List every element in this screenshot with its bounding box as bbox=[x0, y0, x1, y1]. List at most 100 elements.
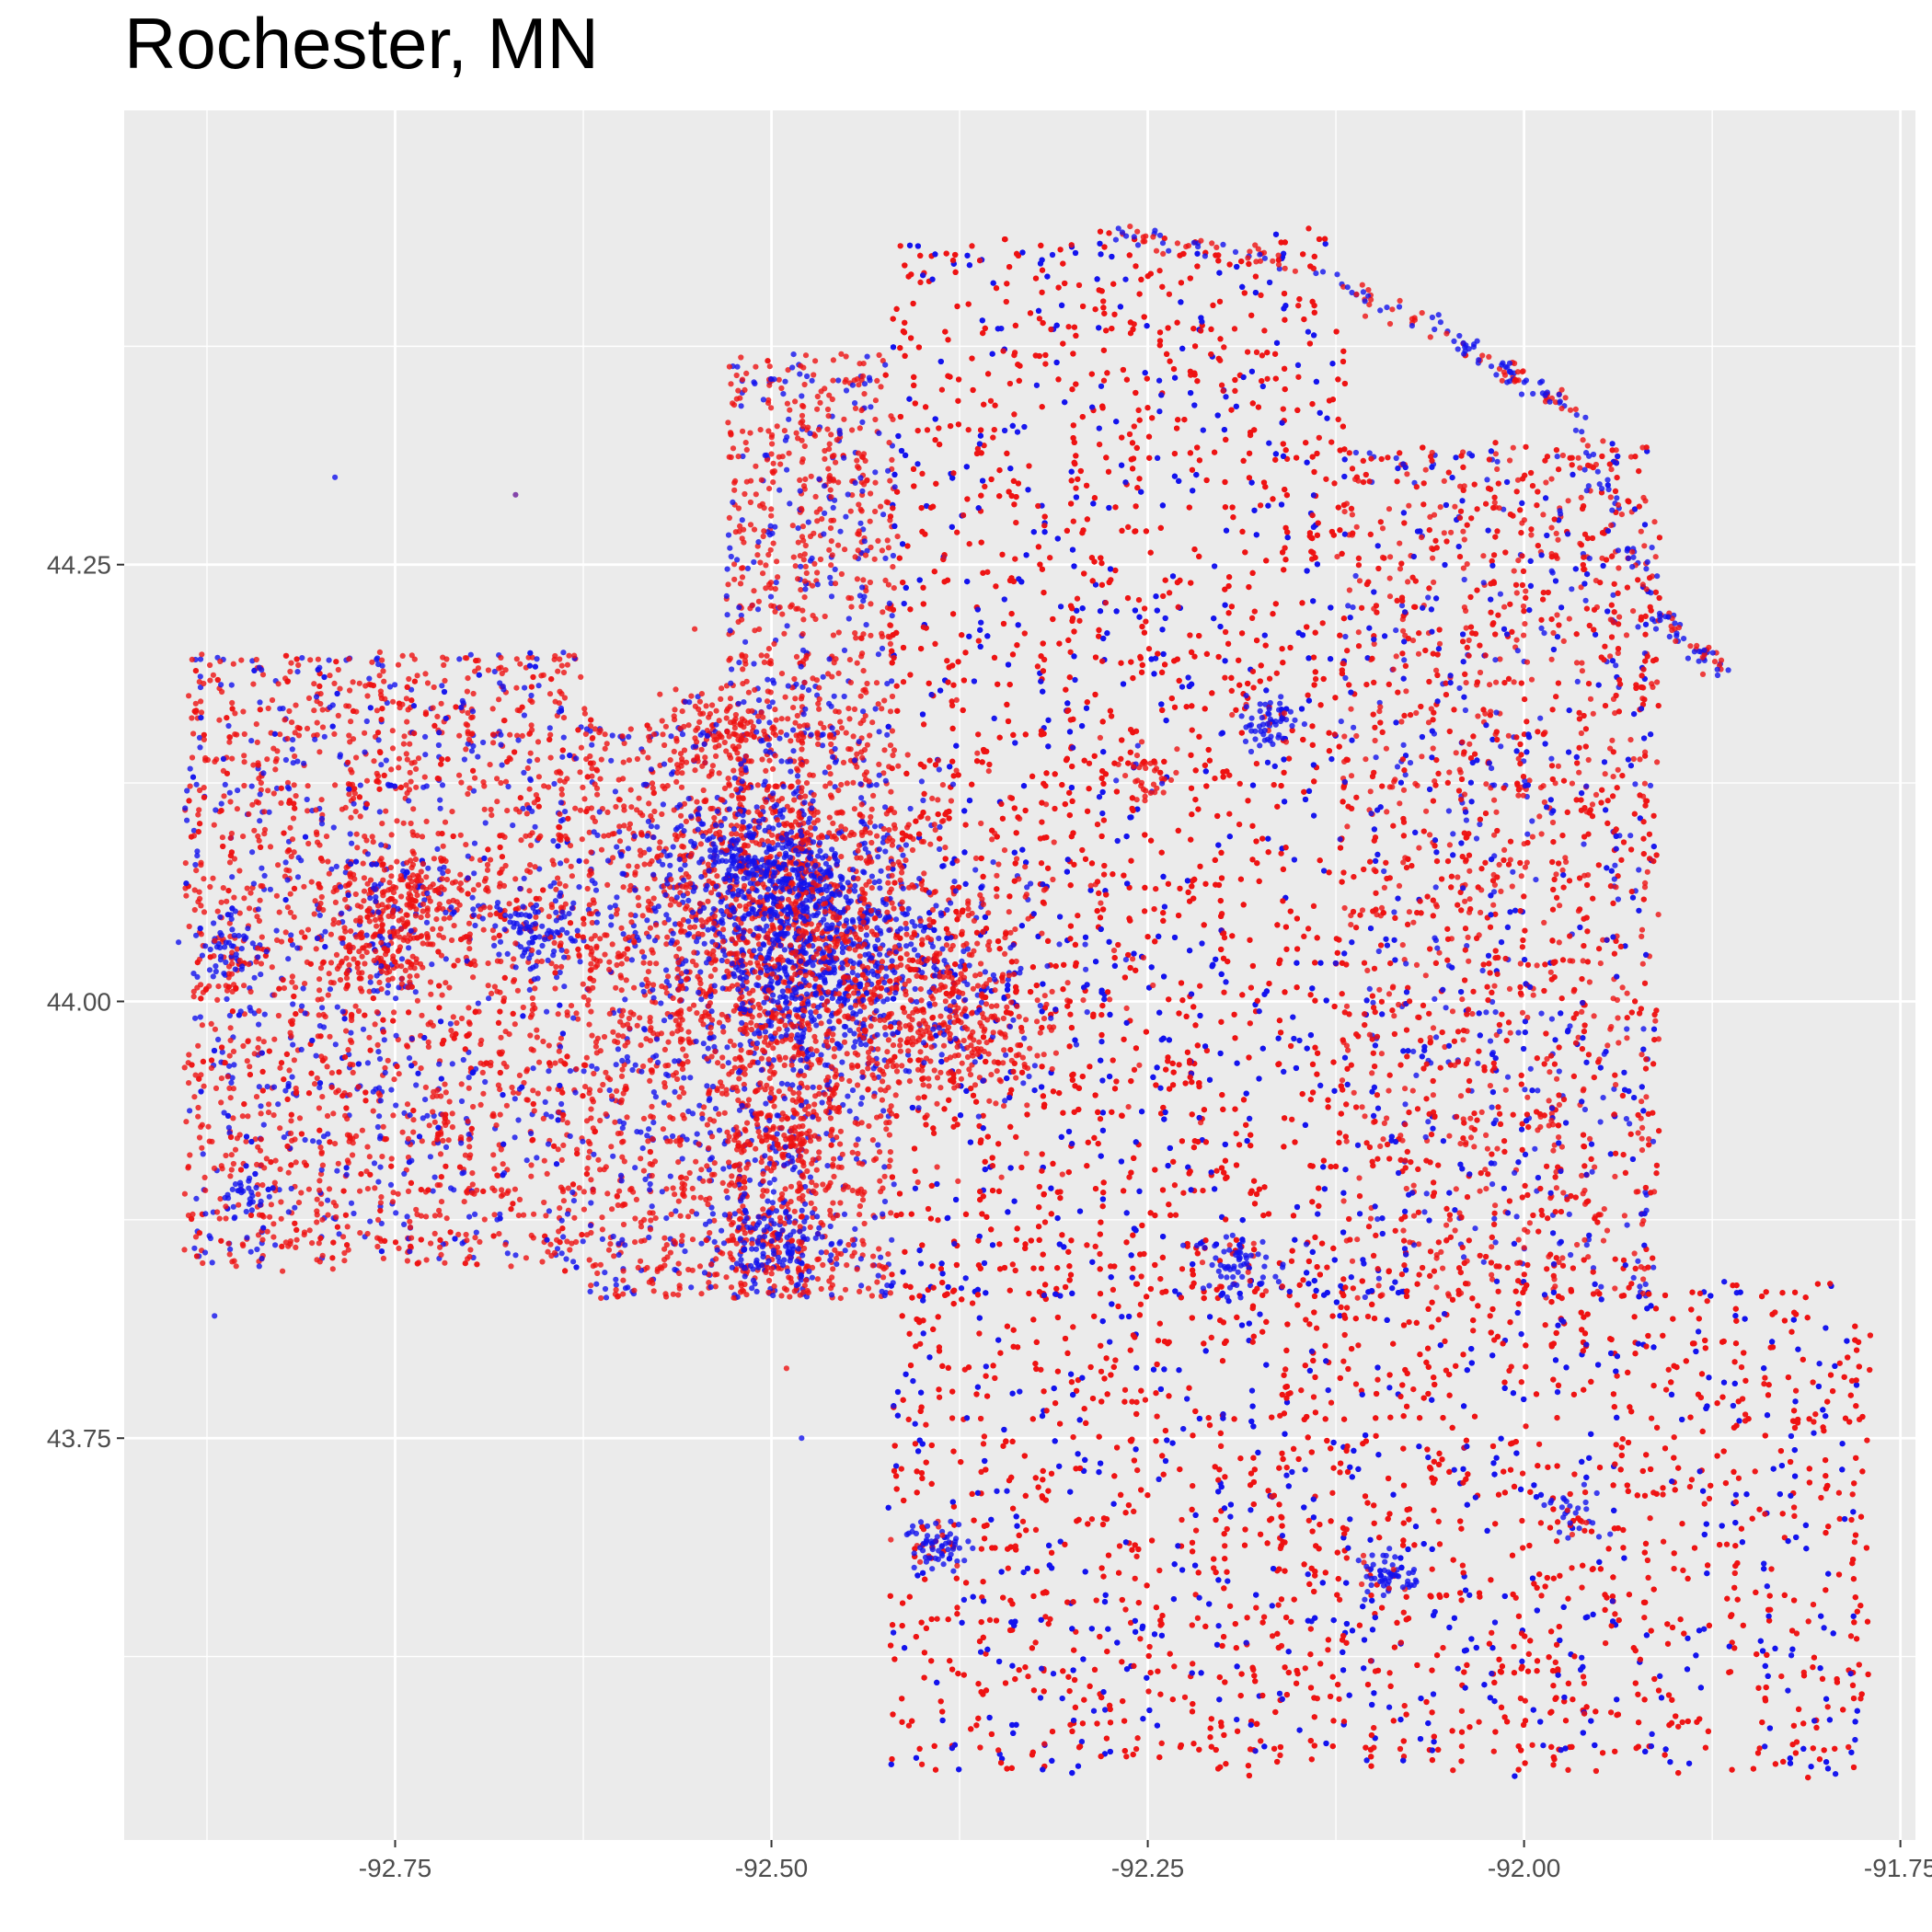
data-point bbox=[357, 1188, 363, 1194]
data-point bbox=[376, 673, 383, 679]
data-point bbox=[348, 719, 354, 725]
data-point bbox=[316, 683, 323, 690]
data-point bbox=[650, 834, 657, 841]
data-point bbox=[305, 1186, 312, 1192]
data-point bbox=[260, 1039, 267, 1045]
data-point bbox=[799, 631, 806, 638]
data-point bbox=[581, 1068, 587, 1075]
data-point bbox=[583, 858, 590, 865]
data-point bbox=[186, 798, 192, 804]
data-point bbox=[407, 1248, 413, 1255]
data-point bbox=[599, 1236, 606, 1242]
data-point bbox=[828, 741, 834, 748]
data-point bbox=[742, 1185, 748, 1191]
data-point bbox=[367, 705, 374, 711]
data-point bbox=[889, 728, 896, 734]
data-point bbox=[194, 848, 201, 855]
data-point bbox=[451, 962, 457, 969]
data-point bbox=[286, 847, 293, 854]
data-point bbox=[560, 650, 567, 656]
data-point bbox=[231, 894, 237, 901]
data-point bbox=[429, 961, 435, 968]
data-point bbox=[544, 1236, 550, 1243]
data-point bbox=[788, 1183, 795, 1190]
data-point bbox=[356, 680, 362, 686]
data-point bbox=[255, 1044, 261, 1051]
data-point bbox=[311, 681, 317, 687]
data-point bbox=[519, 1084, 525, 1090]
data-point bbox=[528, 1046, 535, 1052]
data-point bbox=[581, 915, 587, 922]
data-point bbox=[198, 698, 204, 705]
data-point bbox=[884, 731, 891, 738]
data-point bbox=[635, 1264, 641, 1271]
data-point bbox=[314, 1196, 320, 1202]
data-point bbox=[350, 1140, 356, 1146]
data-point bbox=[466, 1254, 473, 1260]
data-point bbox=[528, 1173, 535, 1179]
data-point bbox=[313, 1052, 319, 1059]
data-point bbox=[268, 1159, 274, 1166]
data-point bbox=[825, 466, 832, 472]
data-point bbox=[606, 959, 613, 965]
data-point bbox=[568, 1003, 575, 1009]
data-point bbox=[667, 757, 673, 764]
data-point bbox=[435, 742, 442, 749]
data-point bbox=[251, 1051, 258, 1057]
data-point bbox=[247, 1064, 253, 1070]
data-point bbox=[579, 1232, 585, 1238]
data-point bbox=[362, 1098, 369, 1104]
data-point bbox=[190, 730, 197, 737]
data-point bbox=[744, 565, 752, 572]
data-point bbox=[829, 1037, 835, 1043]
data-point bbox=[355, 1007, 362, 1015]
data-point bbox=[546, 914, 552, 920]
data-point bbox=[389, 728, 396, 734]
data-point bbox=[579, 836, 585, 843]
data-point bbox=[469, 1170, 476, 1177]
data-point bbox=[266, 1101, 272, 1108]
data-point bbox=[358, 1171, 364, 1178]
data-point bbox=[499, 854, 506, 860]
data-point bbox=[562, 1268, 569, 1274]
data-point bbox=[347, 739, 353, 745]
data-point bbox=[197, 787, 203, 794]
data-point bbox=[571, 1214, 578, 1221]
data-point bbox=[456, 772, 463, 778]
data-point bbox=[337, 753, 343, 760]
data-point bbox=[339, 1093, 346, 1099]
data-point bbox=[699, 1115, 706, 1121]
data-point bbox=[684, 1059, 691, 1065]
data-point bbox=[378, 717, 385, 723]
data-point bbox=[270, 745, 277, 752]
data-point bbox=[773, 783, 779, 789]
data-point bbox=[475, 1000, 481, 1006]
data-point bbox=[851, 706, 858, 713]
data-point bbox=[778, 671, 786, 677]
data-point bbox=[188, 834, 195, 840]
data-point bbox=[855, 1150, 861, 1157]
data-point bbox=[597, 1261, 604, 1268]
data-point bbox=[238, 657, 245, 663]
data-point bbox=[799, 1213, 805, 1220]
data-point bbox=[891, 1181, 897, 1188]
data-point bbox=[497, 1008, 503, 1015]
data-point bbox=[367, 1047, 374, 1053]
data-point bbox=[661, 1046, 669, 1052]
data-point bbox=[880, 609, 886, 615]
data-point bbox=[766, 382, 773, 388]
data-point bbox=[256, 837, 262, 844]
data-point bbox=[523, 1255, 530, 1261]
data-point bbox=[202, 1187, 209, 1193]
data-point bbox=[678, 1137, 684, 1144]
data-point bbox=[510, 822, 516, 829]
data-point bbox=[852, 405, 859, 411]
data-point bbox=[454, 957, 461, 964]
data-point bbox=[502, 1241, 509, 1248]
data-point bbox=[764, 652, 770, 660]
data-point bbox=[347, 1135, 353, 1142]
data-point bbox=[290, 737, 296, 743]
data-point bbox=[356, 794, 362, 800]
data-point bbox=[271, 992, 278, 998]
data-point bbox=[799, 785, 805, 791]
